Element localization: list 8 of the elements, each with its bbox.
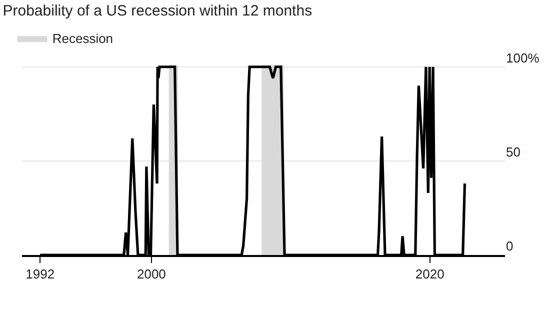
chart-title: Probability of a US recession within 12 months: [2, 2, 312, 20]
x-tick-label: 1992: [26, 266, 55, 282]
y-tick-label: 100%: [506, 50, 540, 66]
x-tick-label: 2000: [136, 266, 166, 282]
legend-label: Recession: [52, 31, 114, 46]
y-tick-label: 0: [506, 238, 514, 254]
y-tick-label: 50: [506, 144, 520, 160]
x-tick-label: 2020: [415, 266, 444, 282]
